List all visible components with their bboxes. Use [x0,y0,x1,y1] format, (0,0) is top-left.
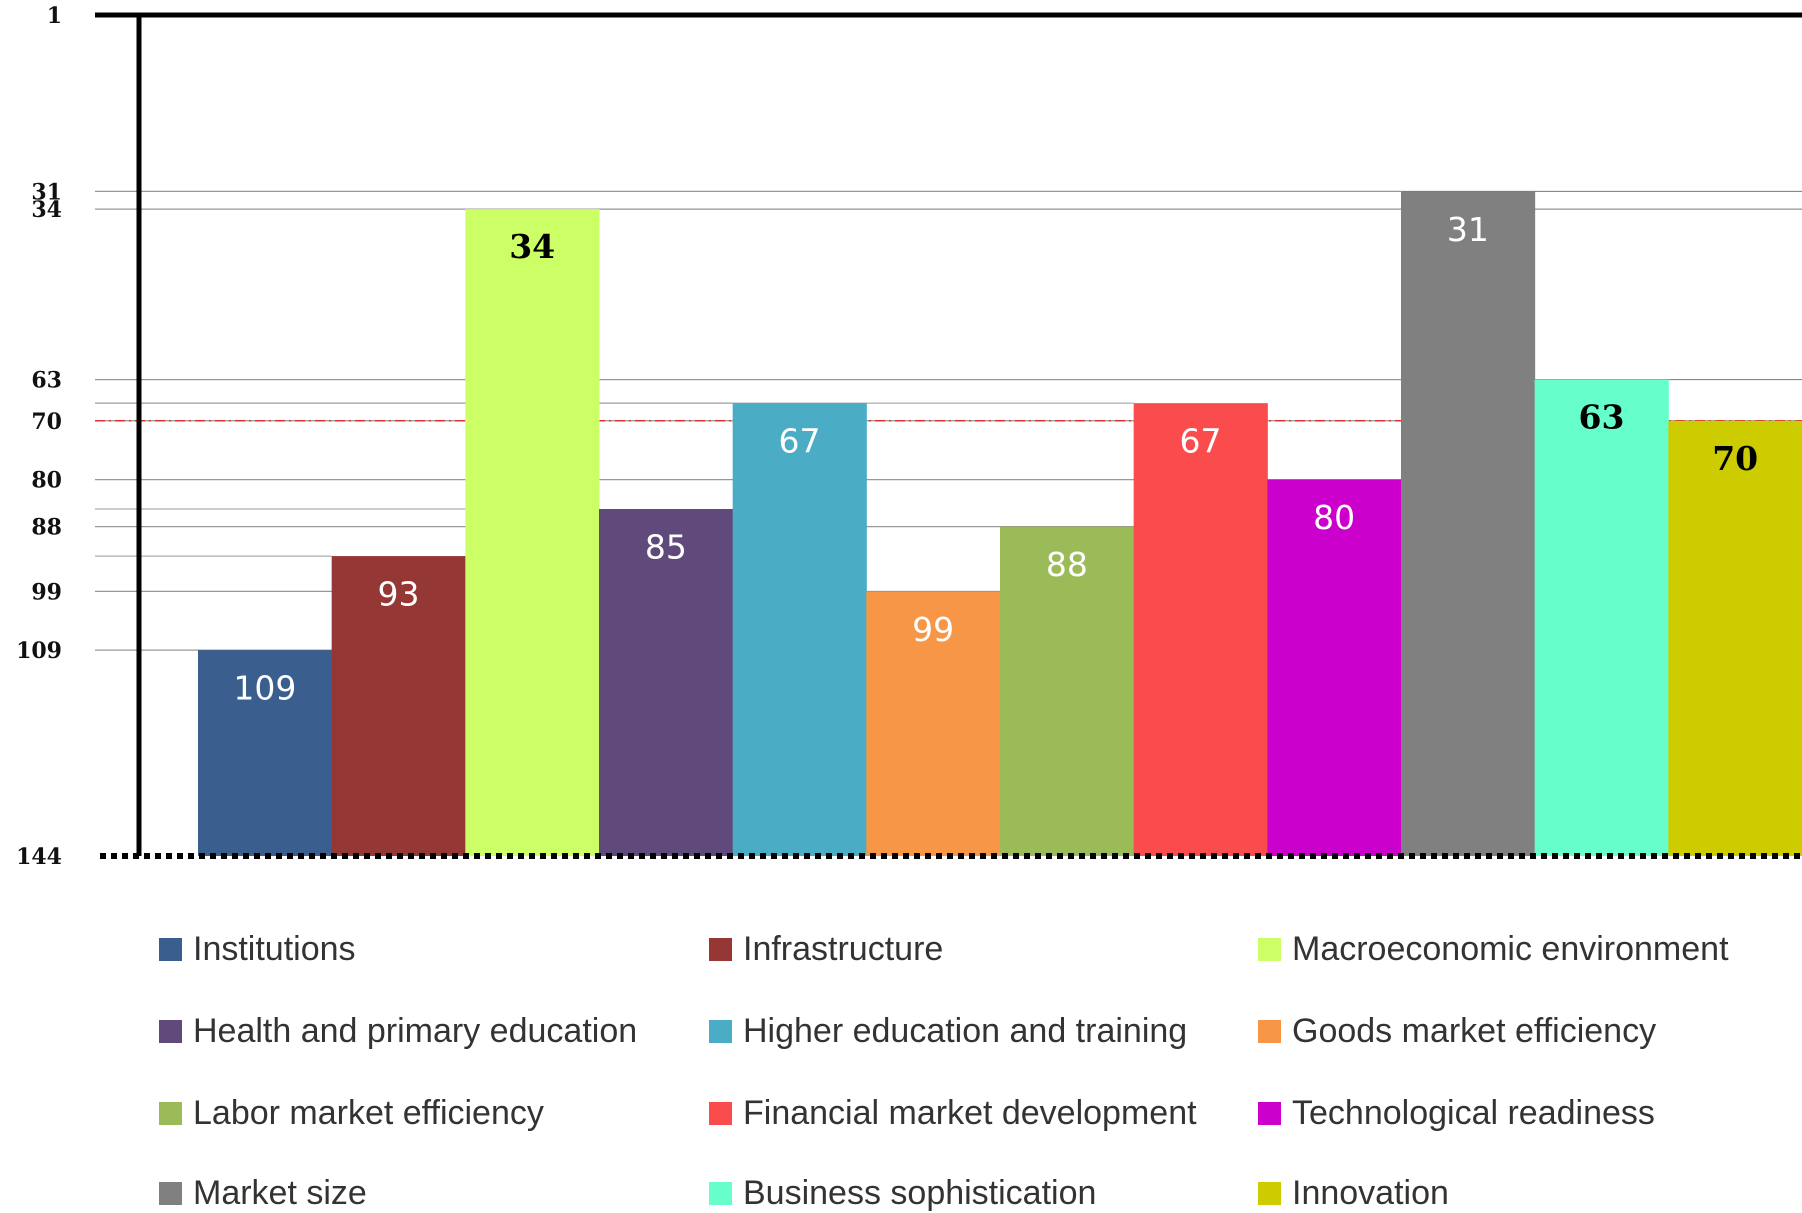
legend-swatch [709,938,732,961]
bar [1668,420,1802,856]
y-tick-label: 70 [31,409,62,435]
y-tick-label: 80 [31,468,62,494]
legend-label: Infrastructure [743,930,943,968]
legend-swatch [709,1182,732,1205]
bar [599,509,734,856]
y-tick-label: 31 [31,179,62,205]
legend-label: Innovation [1292,1174,1449,1212]
legend-label: Labor market efficiency [193,1094,544,1132]
legend-swatch [1258,1182,1281,1205]
data-label: 85 [645,528,687,567]
y-tick-label: 88 [31,515,62,541]
data-label: 109 [233,669,296,708]
y-tick-label: 144 [16,844,62,870]
legend-swatch [1258,1102,1281,1125]
data-label: 31 [1447,210,1489,249]
bar [732,403,867,856]
legend-label: Business sophistication [743,1174,1096,1212]
legend-label: Health and primary education [193,1012,637,1050]
y-tick-label: 34 [31,197,62,223]
bar [331,556,466,856]
data-label: 99 [912,610,954,649]
y-tick-label: 63 [31,368,62,394]
bar [1000,526,1135,856]
bar [198,650,333,856]
y-tick-label: 99 [31,579,62,605]
bar [1267,479,1402,856]
bar [465,209,600,857]
data-label: 88 [1046,545,1088,584]
data-label: 63 [1579,398,1625,437]
legend-label: Goods market efficiency [1292,1012,1656,1050]
legend-label: Financial market development [743,1094,1197,1132]
y-tick-label: 1 [47,3,62,29]
data-label: 80 [1313,498,1355,537]
bar [1133,403,1268,856]
legend-label: Market size [193,1174,367,1212]
legend-swatch [159,938,182,961]
legend-swatch [1258,938,1281,961]
y-tick-label: 109 [16,638,62,664]
bar [866,591,1001,856]
legend-swatch [1258,1020,1281,1043]
legend-label: Technological readiness [1292,1094,1655,1132]
legend-swatch [159,1102,182,1125]
data-label: 67 [1180,422,1222,461]
legend-label: Institutions [193,930,356,968]
legend-swatch [709,1102,732,1125]
legend-swatch [159,1182,182,1205]
data-label: 93 [378,575,420,614]
data-label: 34 [509,227,555,266]
legend-label: Macroeconomic environment [1292,930,1729,968]
bar [1534,379,1669,856]
bar [1401,191,1536,856]
legend-swatch [159,1020,182,1043]
data-label: 70 [1712,439,1758,478]
legend-label: Higher education and training [743,1012,1187,1050]
legend-swatch [709,1020,732,1043]
data-label: 67 [779,422,821,461]
